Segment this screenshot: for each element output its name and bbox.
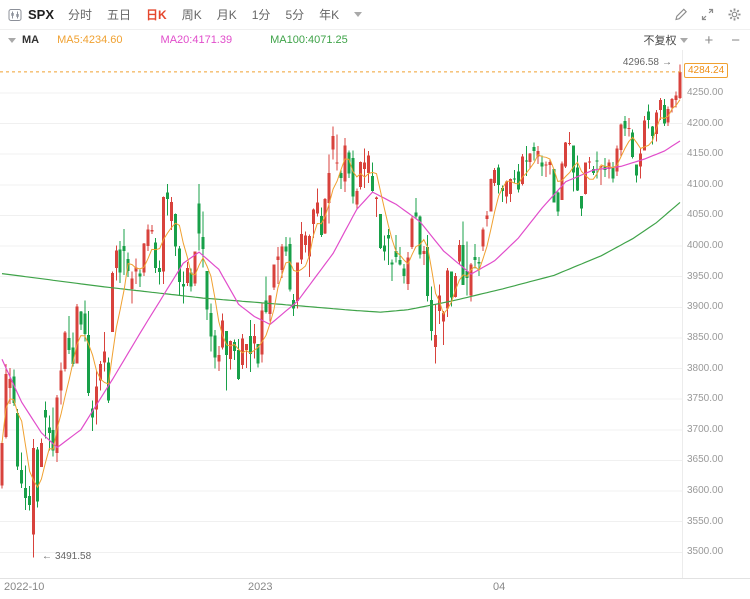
time-axis-label: 04 — [493, 581, 506, 593]
tab-5min[interactable]: 5分 — [285, 8, 305, 22]
tab-1min[interactable]: 1分 — [251, 8, 271, 22]
price-axis-label: 3950.00 — [687, 271, 724, 282]
tab-monthly-k[interactable]: 月K — [216, 8, 237, 22]
price-axis-label: 3700.00 — [687, 424, 724, 435]
ma5-value: MA5:4234.60 — [57, 34, 123, 46]
arrow-right-icon: → — [662, 57, 672, 68]
ma100-line — [1, 201, 681, 313]
price-axis-label: 4050.00 — [687, 209, 724, 220]
ma20-value: MA20:4171.39 — [160, 34, 233, 46]
tab-five-day[interactable]: 五日 — [107, 8, 132, 22]
low-annotation-text: 3491.58 — [55, 551, 92, 562]
symbol-label: SPX — [28, 7, 55, 22]
time-axis[interactable] — [0, 578, 750, 599]
price-axis-label: 3650.00 — [687, 454, 724, 465]
gear-icon[interactable] — [727, 7, 742, 22]
price-axis-label: 3550.00 — [687, 516, 724, 527]
low-annotation: ← 3491.58 — [42, 551, 91, 562]
ma100-value: MA100:4071.25 — [270, 34, 348, 46]
indicator-name[interactable]: MA — [22, 34, 40, 46]
zoom-in-button[interactable]: + — [704, 31, 714, 49]
tab-weekly-k[interactable]: 周K — [181, 8, 202, 22]
tab-daily-k[interactable]: 日K — [146, 8, 167, 22]
adjust-mode-selector[interactable]: 不复权 — [643, 32, 689, 48]
price-axis-label: 3600.00 — [687, 485, 724, 496]
chart-area: MA MA5:4234.60 MA20:4171.39 MA100:4071.2… — [0, 30, 750, 599]
grid-lines — [0, 92, 682, 553]
price-axis-label: 4150.00 — [687, 148, 724, 159]
chart-toolbar: SPX 分时 五日 日K 周K 月K 1分 5分 年K — [0, 0, 750, 30]
xaxis-separator — [0, 578, 750, 579]
ma20-line — [1, 140, 681, 449]
price-axis-label: 4000.00 — [687, 240, 724, 251]
price-axis-label: 3800.00 — [687, 363, 724, 374]
time-axis-label: 2023 — [248, 581, 273, 593]
high-annotation: 4296.58 → — [623, 57, 672, 68]
price-axis-label: 4200.00 — [687, 118, 724, 129]
zoom-out-button[interactable]: − — [731, 31, 740, 49]
adjust-mode-label: 不复权 — [643, 35, 677, 47]
pencil-icon[interactable] — [673, 7, 688, 22]
collapse-indicator-caret-icon[interactable] — [8, 37, 16, 43]
price-axis-label: 3900.00 — [687, 301, 724, 312]
arrow-left-icon: ← — [42, 551, 52, 562]
current-price-tag: 4284.24 — [684, 63, 729, 78]
price-axis-label: 3850.00 — [687, 332, 724, 343]
more-periods-caret-icon[interactable] — [354, 12, 363, 17]
expand-icon[interactable] — [700, 7, 715, 22]
candles — [0, 64, 682, 558]
indicator-legend-bar: MA MA5:4234.60 MA20:4171.39 MA100:4071.2… — [0, 30, 750, 50]
ma5-line — [1, 99, 681, 489]
time-axis-label: 2022-10 — [4, 581, 45, 593]
kline-chart-icon — [8, 8, 22, 22]
tab-yearly-k[interactable]: 年K — [319, 8, 340, 22]
price-axis-label: 3750.00 — [687, 393, 724, 404]
price-axis-label: 4250.00 — [687, 87, 724, 98]
chart-controls: 不复权 + − — [643, 32, 742, 48]
tab-time-sharing[interactable]: 分时 — [68, 8, 93, 22]
axis-separator — [682, 50, 683, 578]
high-annotation-text: 4296.58 — [622, 57, 659, 68]
price-axis-label: 3500.00 — [687, 546, 724, 557]
caret-down-icon — [680, 37, 689, 43]
toolbar-actions — [673, 7, 742, 22]
price-axis-label: 4100.00 — [687, 179, 724, 190]
candlestick-chart[interactable] — [0, 50, 682, 578]
period-tabs: 分时 五日 日K 周K 月K 1分 5分 年K — [68, 6, 363, 23]
